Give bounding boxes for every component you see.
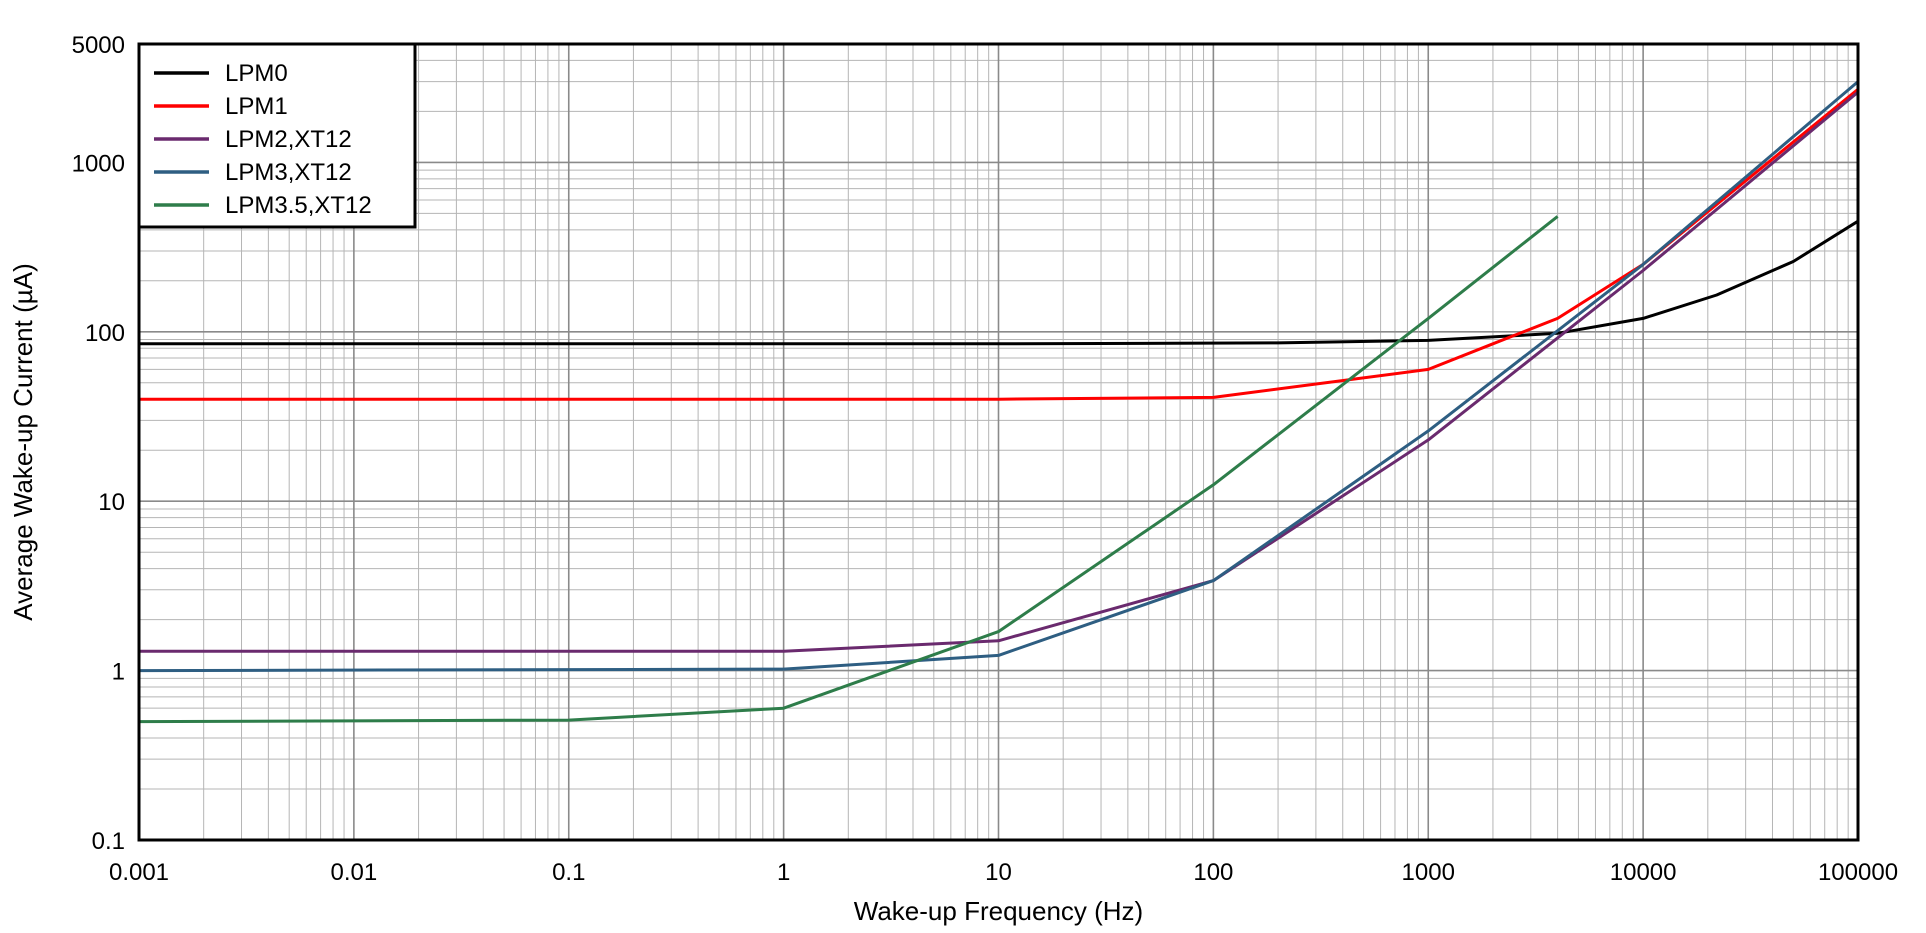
series-line-1: [139, 88, 1859, 401]
legend: LPM0 LPM1 LPM2,XT12 LPM3,XT12 LPM3.5,XT12: [137, 42, 417, 229]
series-line-4: [138, 215, 1559, 724]
legend-label: LPM3.5,XT12: [225, 192, 372, 219]
y-tick-labels: 0.1 1 10 100 1000 5000: [72, 32, 125, 855]
series-layer: [138, 80, 1859, 724]
x-tick-label: 0.001: [109, 859, 169, 886]
y-tick-label: 10: [98, 489, 125, 516]
y-tick-label: 1000: [72, 150, 125, 177]
x-tick-label: 0.01: [331, 859, 378, 886]
x-tick-label: 10000: [1610, 859, 1677, 886]
x-tick-label: 0.1: [552, 859, 585, 886]
x-tick-label: 10: [985, 859, 1012, 886]
x-tick-label: 1000: [1402, 859, 1455, 886]
legend-label: LPM0: [225, 60, 288, 87]
y-tick-label: 0.1: [92, 828, 125, 855]
x-tick-label: 100: [1193, 859, 1233, 886]
plot-frame: [137, 42, 1860, 842]
y-tick-label: 1: [112, 659, 125, 686]
series-line-3: [138, 80, 1859, 673]
y-tick-label: 5000: [72, 32, 125, 59]
legend-label: LPM2,XT12: [225, 126, 352, 153]
x-axis-title: Wake-up Frequency (Hz): [854, 896, 1143, 926]
x-tick-labels: 0.001 0.01 0.1 1 10 100 1000 10000 100000: [109, 859, 1898, 886]
legend-label: LPM3,XT12: [225, 159, 352, 186]
series-line-0: [139, 219, 1859, 346]
y-axis-title: Average Wake-up Current (µA): [8, 263, 38, 620]
x-tick-label: 100000: [1818, 859, 1898, 886]
x-tick-label: 1: [777, 859, 790, 886]
y-tick-label: 100: [85, 320, 125, 347]
legend-label: LPM1: [225, 93, 288, 120]
